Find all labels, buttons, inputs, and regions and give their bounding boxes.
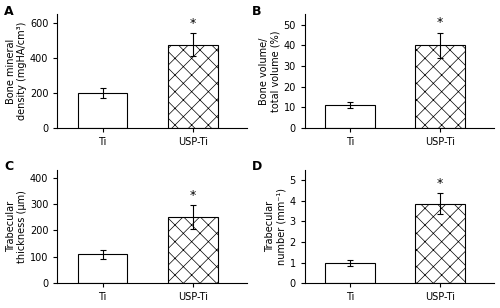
Text: C: C — [4, 160, 14, 173]
Bar — [168, 45, 218, 128]
Y-axis label: Bone mineral
density (mgHA/cm³): Bone mineral density (mgHA/cm³) — [6, 22, 27, 120]
Text: B: B — [252, 5, 261, 18]
Bar — [325, 263, 375, 283]
Text: *: * — [437, 177, 444, 190]
Bar — [168, 217, 218, 283]
Bar — [78, 93, 128, 128]
Bar — [416, 204, 465, 283]
Text: *: * — [190, 17, 196, 30]
Y-axis label: Bone volume/
total volume (%): Bone volume/ total volume (%) — [259, 30, 280, 112]
Text: A: A — [4, 5, 14, 18]
Bar — [325, 105, 375, 128]
Bar — [416, 45, 465, 128]
Text: *: * — [190, 189, 196, 202]
Y-axis label: Trabecular
thickness (μm): Trabecular thickness (μm) — [6, 190, 27, 263]
Text: *: * — [437, 16, 444, 29]
Text: D: D — [252, 160, 262, 173]
Bar — [78, 254, 128, 283]
Y-axis label: Trabecular
number (mm⁻¹): Trabecular number (mm⁻¹) — [265, 188, 286, 265]
